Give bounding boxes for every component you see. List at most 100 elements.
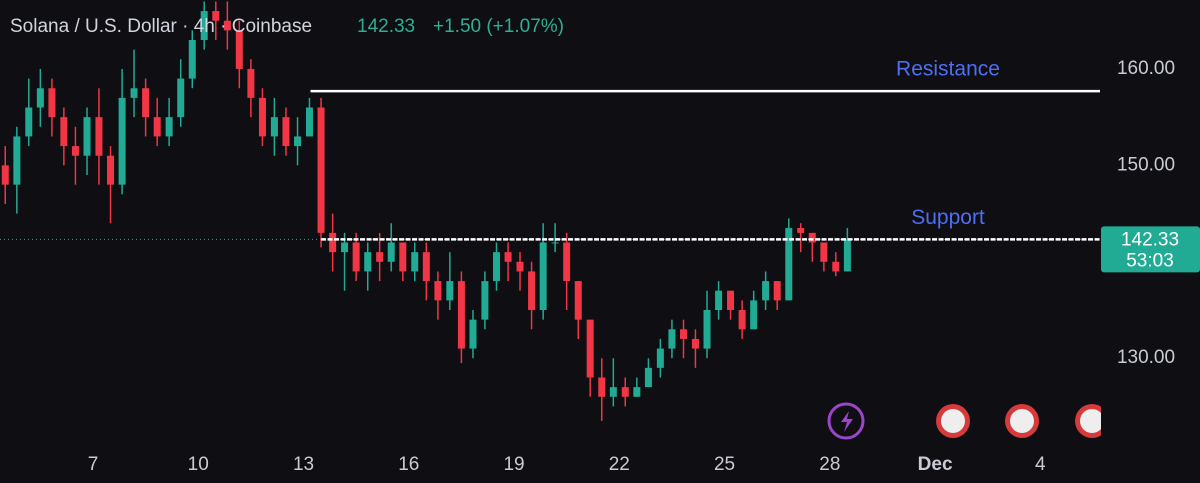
candle-body	[621, 387, 629, 397]
price-tag	[1101, 226, 1200, 273]
candle-body	[481, 281, 489, 320]
candle-body	[36, 88, 44, 108]
candle-body	[387, 242, 395, 262]
candle-body	[118, 97, 126, 185]
candle-body	[422, 252, 430, 282]
x-tick-label: 16	[398, 454, 419, 475]
x-tick-label: 19	[503, 454, 524, 475]
price-tag-countdown: 53:03	[1126, 250, 1174, 271]
x-tick-label: 10	[188, 454, 209, 475]
x-tick-label: 28	[819, 454, 840, 475]
y-tick-label: 160.00	[1117, 58, 1175, 79]
x-tick-label: 25	[714, 454, 735, 475]
candle-body	[212, 11, 220, 21]
candle-body	[153, 117, 161, 137]
x-tick-label: Dec	[918, 454, 953, 475]
candle-body	[341, 242, 349, 253]
candle-body	[644, 367, 652, 388]
candle-body	[142, 88, 150, 118]
candle-body	[715, 290, 723, 311]
candle-body	[528, 271, 536, 311]
event-icon	[841, 411, 853, 432]
candle-body	[446, 281, 454, 301]
candle-body	[586, 319, 594, 378]
event-icon	[827, 402, 865, 440]
candle-body	[609, 387, 617, 397]
last-price: 142.33	[357, 16, 415, 37]
x-tick-label: 4	[1035, 454, 1046, 475]
candle-body	[457, 281, 465, 349]
x-tick-label: 7	[88, 454, 99, 475]
candle-body	[656, 348, 664, 368]
candle-body	[773, 281, 781, 301]
candle-body	[563, 242, 571, 282]
candle-body	[364, 252, 372, 272]
candle-body	[797, 228, 805, 233]
y-tick-label: 150.00	[1117, 154, 1175, 175]
candle-body	[727, 290, 735, 311]
candle-body	[235, 30, 243, 69]
candle-body	[762, 281, 770, 301]
candle-body	[317, 107, 325, 233]
x-tick-label: 22	[609, 454, 630, 475]
price-tag-value: 142.33	[1121, 229, 1179, 250]
candle-body	[200, 11, 208, 41]
candle-body	[434, 281, 442, 301]
candle-body	[492, 252, 500, 282]
candle-body	[832, 261, 840, 272]
candle-body	[820, 242, 828, 262]
candle-body	[680, 329, 688, 339]
candle-body	[703, 310, 711, 349]
candle-body	[785, 228, 793, 301]
candle-body	[574, 281, 582, 320]
candle-body	[551, 242, 559, 244]
price-change: +1.50 (+1.07%)	[433, 16, 564, 37]
candle-body	[843, 239, 851, 272]
event-icon	[1080, 409, 1104, 433]
candle-body	[294, 136, 302, 147]
candle-body	[13, 136, 21, 185]
candle-body	[329, 232, 337, 253]
level-label: Resistance	[896, 58, 1000, 81]
candle-body	[399, 242, 407, 272]
candle-body	[691, 338, 699, 349]
candle-body	[282, 117, 290, 147]
x-tick-label: 13	[293, 454, 314, 475]
candle-body	[750, 300, 758, 330]
candle-body	[305, 107, 313, 137]
candle-body	[539, 242, 547, 311]
event-icons	[827, 395, 1200, 455]
candle-body	[60, 117, 68, 147]
candle-body	[633, 387, 641, 397]
candle-body	[668, 329, 676, 349]
candle-body	[516, 261, 524, 272]
candle-body	[352, 242, 360, 272]
candle-body	[376, 252, 384, 262]
candle-body	[130, 88, 138, 98]
level-label: Support	[911, 206, 985, 229]
candle-body	[71, 146, 79, 156]
candle-body	[83, 117, 91, 156]
event-icon	[1010, 409, 1034, 433]
event-icon	[941, 409, 965, 433]
candle-body	[469, 319, 477, 349]
axis-mask	[1101, 395, 1200, 455]
candle-body	[223, 20, 231, 31]
candle-body	[107, 155, 115, 185]
candle-body	[738, 310, 746, 330]
candle-body	[270, 117, 278, 137]
candle-body	[1, 165, 9, 185]
chart-title: Solana / U.S. Dollar · 4h · Coinbase	[10, 16, 312, 37]
candle-body	[411, 252, 419, 272]
candle-body	[25, 107, 33, 137]
candle-body	[258, 97, 266, 137]
candle-body	[177, 78, 185, 118]
candle-body	[188, 40, 196, 79]
candle-body	[504, 252, 512, 262]
candle-body	[598, 377, 606, 397]
y-tick-label: 130.00	[1117, 347, 1175, 368]
